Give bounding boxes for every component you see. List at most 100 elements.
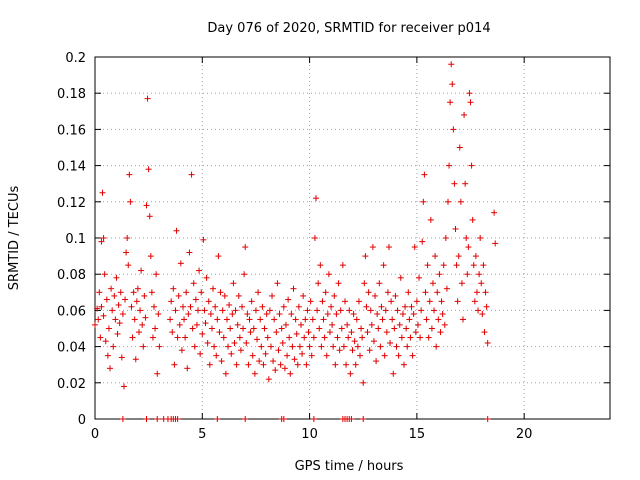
data-point (368, 321, 375, 328)
data-point (399, 311, 406, 318)
data-point (113, 274, 120, 281)
data-point (131, 316, 138, 323)
data-point (269, 292, 276, 299)
data-point (448, 61, 455, 68)
data-point (266, 307, 273, 314)
data-point (296, 343, 303, 350)
data-point (174, 334, 181, 341)
data-point (417, 334, 424, 341)
data-point (491, 209, 498, 216)
data-point (441, 321, 448, 328)
data-point (460, 316, 467, 323)
y-tick-label: 0.16 (57, 123, 86, 138)
data-point (218, 358, 225, 365)
data-point (298, 321, 304, 328)
data-point (455, 253, 462, 260)
data-point (377, 343, 384, 350)
data-point (267, 343, 274, 350)
data-point (333, 311, 340, 318)
data-point (118, 354, 125, 361)
data-point (446, 162, 453, 169)
data-point (191, 343, 198, 350)
x-tick-label: 10 (301, 427, 318, 442)
data-point (468, 162, 475, 169)
data-point (254, 336, 261, 343)
data-point (438, 298, 445, 305)
data-point (370, 338, 377, 345)
data-point (156, 343, 163, 350)
data-point (208, 325, 215, 332)
data-point (484, 339, 491, 346)
axis-ticks (94, 56, 610, 420)
data-point (348, 416, 355, 422)
data-point (250, 325, 257, 332)
data-point (406, 316, 413, 323)
data-point (107, 365, 114, 372)
data-point (453, 262, 460, 269)
data-point (337, 307, 344, 314)
data-point (304, 307, 311, 314)
data-point (394, 307, 401, 314)
data-point (235, 292, 242, 299)
data-point (416, 274, 423, 281)
data-point (475, 307, 482, 314)
data-point (186, 249, 193, 256)
data-point (409, 352, 416, 359)
data-point (129, 334, 136, 341)
data-point (207, 311, 214, 318)
data-point (336, 347, 343, 354)
data-point (285, 296, 292, 303)
data-point (264, 334, 271, 341)
data-point (122, 296, 129, 303)
data-point (212, 303, 219, 310)
data-point (379, 316, 386, 323)
data-point (261, 325, 268, 332)
data-point (357, 352, 364, 359)
data-point (383, 329, 390, 336)
data-point (109, 307, 116, 314)
data-point (384, 289, 391, 296)
data-point (293, 330, 300, 337)
data-point (219, 307, 226, 314)
data-point (144, 95, 151, 102)
data-point (478, 280, 485, 287)
data-point (147, 253, 154, 260)
data-point (302, 316, 309, 323)
data-point (366, 347, 373, 354)
data-point (466, 90, 473, 97)
data-point (328, 303, 335, 310)
data-point (170, 285, 177, 292)
tick-labels: 0 5 10 15 20 0 0.02 0.04 0.06 0.08 0.1 0.12 0.14 0.16… (57, 51, 532, 442)
data-point (202, 320, 209, 327)
data-point (142, 314, 149, 321)
y-tick-label: 0.04 (57, 341, 86, 356)
data-point (316, 325, 323, 332)
data-point (143, 416, 150, 422)
data-point (350, 311, 357, 318)
data-point (95, 316, 102, 323)
data-point (213, 352, 220, 359)
data-point (238, 303, 245, 310)
data-point (110, 343, 117, 350)
data-point (388, 298, 395, 305)
data-point (111, 292, 118, 299)
data-point (196, 267, 203, 274)
data-point (462, 180, 469, 187)
data-point (210, 285, 217, 292)
data-point (249, 352, 256, 359)
data-point (138, 267, 145, 274)
data-point (114, 330, 121, 337)
data-point (449, 81, 456, 88)
data-point (216, 329, 223, 336)
data-point (205, 298, 212, 305)
data-point (427, 216, 434, 223)
data-point (220, 334, 227, 341)
data-point (408, 303, 415, 310)
data-point (275, 347, 282, 354)
data-point (152, 325, 159, 332)
data-point (234, 321, 241, 328)
data-point (119, 311, 126, 318)
data-point (134, 285, 141, 292)
data-point (402, 303, 409, 310)
data-points (92, 61, 499, 422)
